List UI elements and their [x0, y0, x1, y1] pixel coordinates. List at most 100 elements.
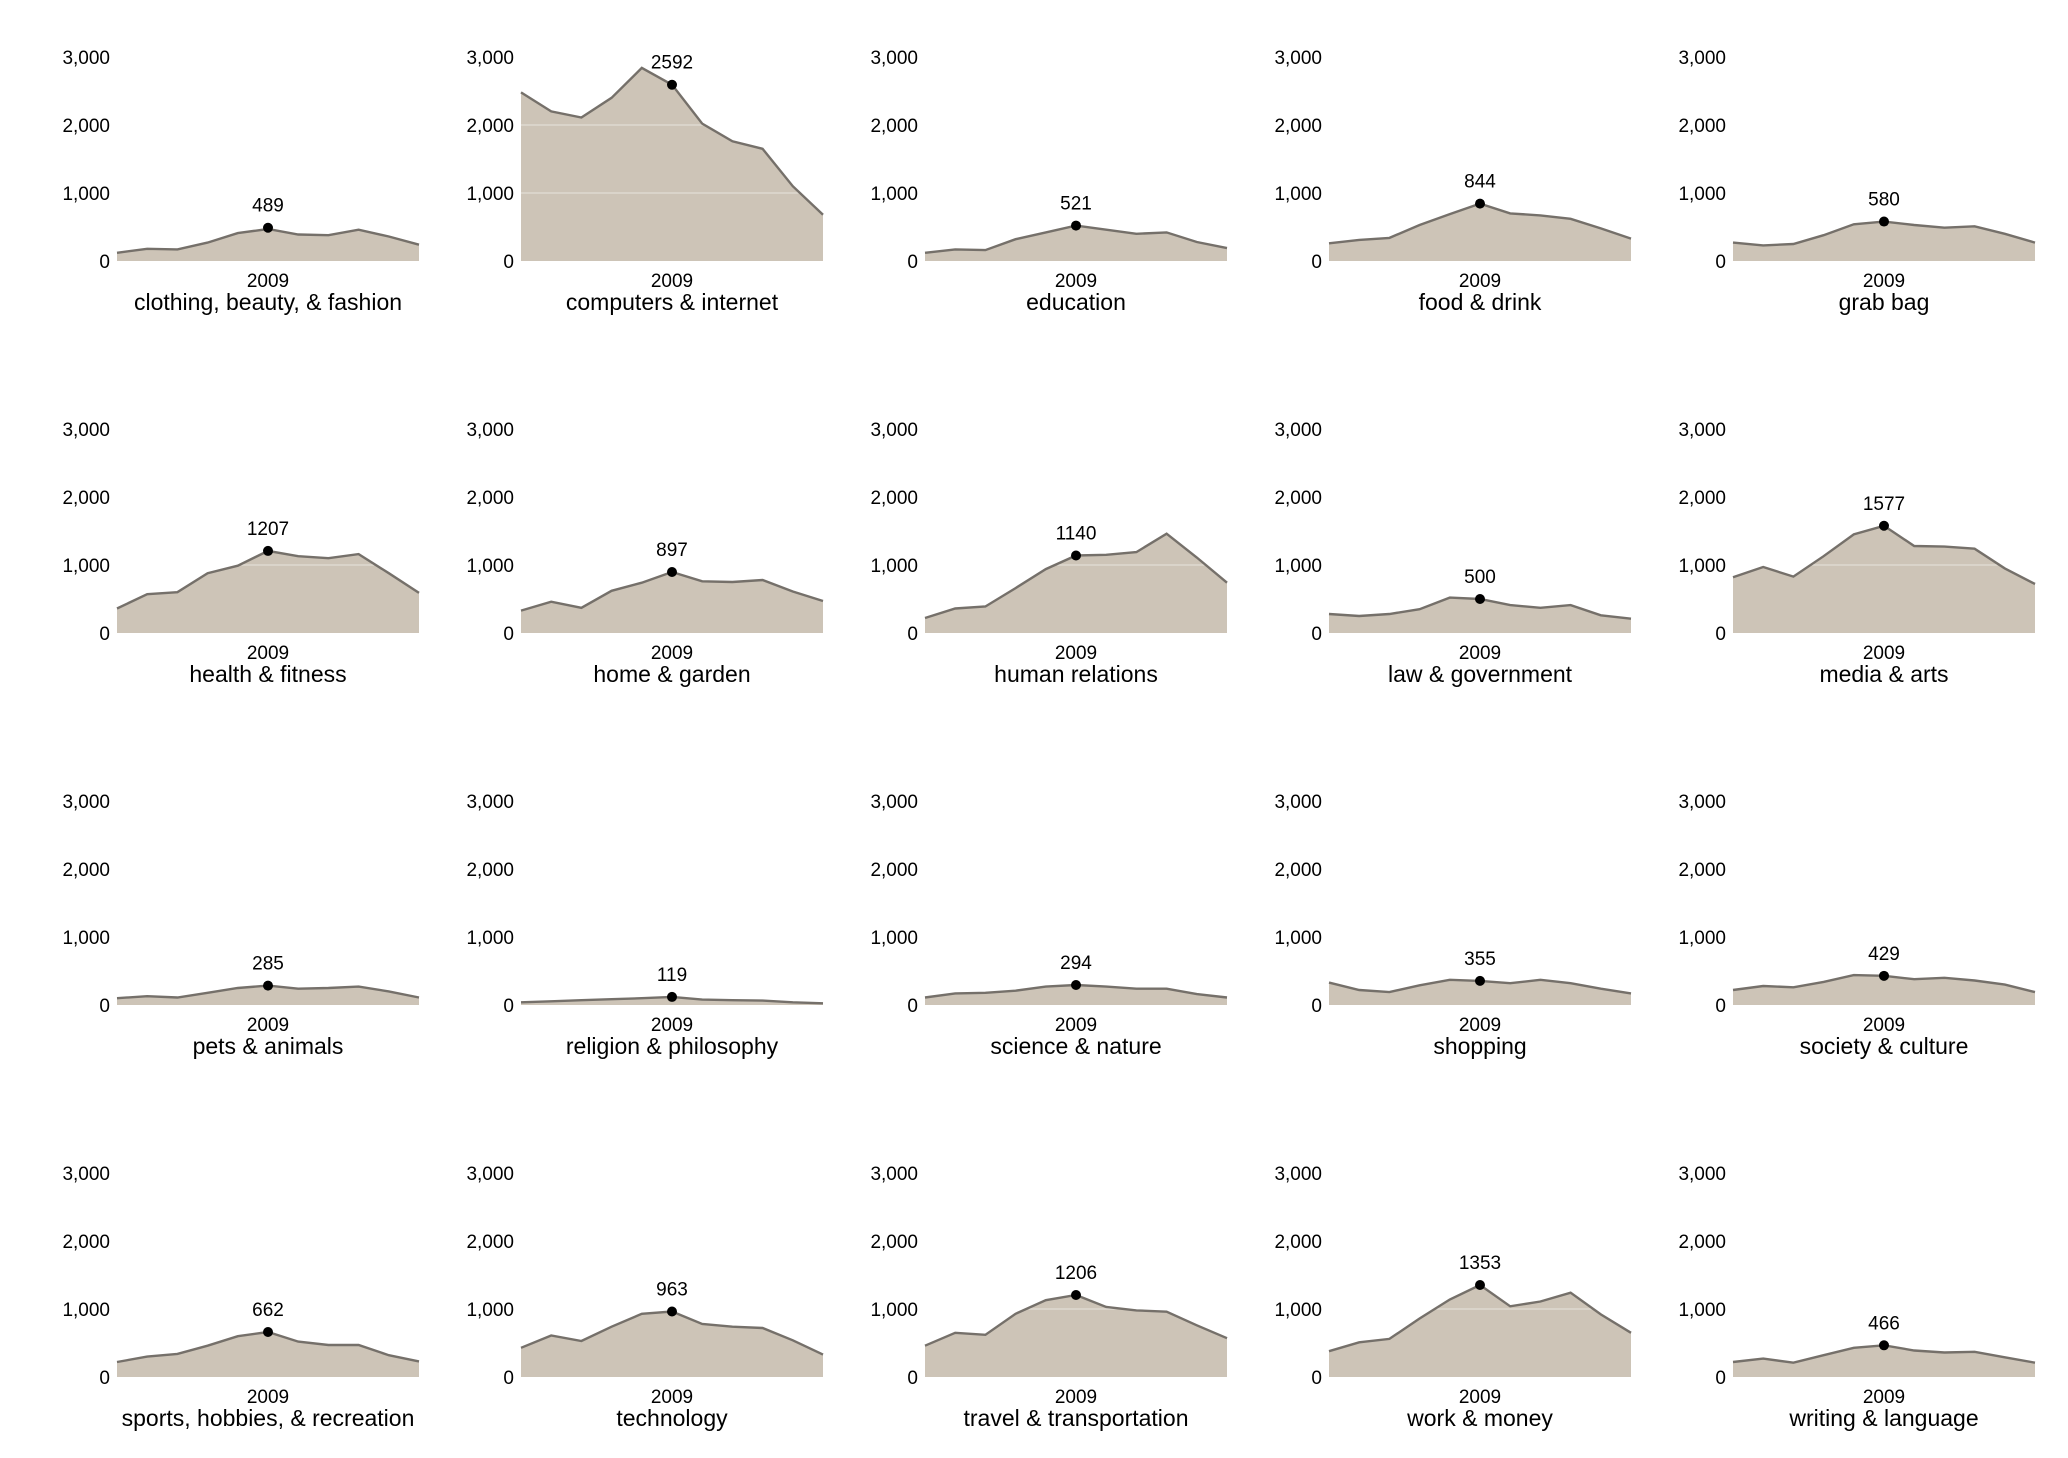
x-year-label: 2009 [1863, 1015, 1905, 1036]
x-year-label: 2009 [1459, 271, 1501, 292]
highlight-point [1475, 594, 1485, 604]
highlight-value-label: 285 [252, 954, 284, 975]
highlight-value-label: 844 [1464, 172, 1496, 193]
x-year-label: 2009 [1055, 1015, 1097, 1036]
x-year-label: 2009 [651, 643, 693, 664]
y-tick-label: 1,000 [1678, 184, 1726, 205]
category-title: grab bag [1839, 289, 1930, 315]
category-title: science & nature [990, 1033, 1161, 1059]
highlight-point [1071, 550, 1081, 561]
y-tick-label: 3,000 [1678, 48, 1726, 69]
y-tick-label: 1,000 [62, 1300, 110, 1321]
x-year-label: 2009 [1459, 1387, 1501, 1408]
y-tick-label: 3,000 [62, 792, 110, 813]
highlight-point [1475, 975, 1485, 986]
area-fill [1733, 525, 2035, 633]
category-title: work & money [1406, 1405, 1553, 1431]
x-year-label: 2009 [247, 643, 289, 664]
highlight-point [1879, 1340, 1889, 1351]
category-title: home & garden [593, 661, 750, 687]
highlight-value-label: 2592 [651, 53, 693, 74]
y-tick-label: 0 [1715, 1368, 1726, 1389]
y-tick-label: 3,000 [466, 1164, 514, 1185]
y-tick-label: 3,000 [62, 420, 110, 441]
area-fill [1329, 203, 1631, 261]
y-tick-label: 2,000 [1678, 116, 1726, 137]
category-title: law & government [1388, 661, 1573, 687]
y-tick-label: 0 [1715, 252, 1726, 273]
area-fill [521, 572, 823, 633]
highlight-point [667, 79, 677, 90]
highlight-point [1071, 1289, 1081, 1300]
highlight-value-label: 521 [1060, 194, 1092, 215]
y-tick-label: 0 [907, 252, 918, 273]
y-tick-label: 3,000 [62, 48, 110, 69]
y-tick-label: 2,000 [870, 488, 918, 509]
highlight-value-label: 662 [252, 1300, 284, 1321]
y-tick-label: 3,000 [870, 48, 918, 69]
x-year-label: 2009 [1863, 643, 1905, 664]
x-year-label: 2009 [1055, 643, 1097, 664]
y-tick-label: 1,000 [1678, 928, 1726, 949]
area-fill [521, 67, 823, 262]
highlight-point [667, 1306, 677, 1317]
y-tick-label: 0 [1311, 624, 1322, 645]
x-year-label: 2009 [1459, 1015, 1501, 1036]
category-title: education [1026, 289, 1126, 315]
highlight-point [1879, 216, 1889, 227]
highlight-value-label: 897 [656, 540, 688, 561]
y-tick-label: 2,000 [1274, 488, 1322, 509]
y-tick-label: 3,000 [1274, 792, 1322, 813]
area-fill [1329, 597, 1631, 633]
highlight-point [1071, 980, 1081, 991]
y-tick-label: 0 [1311, 996, 1322, 1017]
category-title: sports, hobbies, & recreation [122, 1405, 415, 1431]
x-year-label: 2009 [1055, 1387, 1097, 1408]
x-year-label: 2009 [1055, 271, 1097, 292]
highlight-value-label: 500 [1464, 567, 1496, 588]
x-year-label: 2009 [1459, 643, 1501, 664]
y-tick-label: 2,000 [466, 860, 514, 881]
x-year-label: 2009 [247, 1015, 289, 1036]
highlight-point [263, 1326, 273, 1337]
y-tick-label: 3,000 [1274, 48, 1322, 69]
category-title: technology [616, 1405, 728, 1431]
category-title: human relations [994, 661, 1158, 687]
y-tick-label: 0 [99, 624, 110, 645]
y-tick-label: 0 [503, 252, 514, 273]
y-tick-label: 2,000 [870, 1232, 918, 1253]
highlight-value-label: 1140 [1056, 523, 1097, 544]
area-fill [117, 550, 419, 633]
highlight-value-label: 1206 [1055, 1263, 1097, 1284]
y-tick-label: 0 [503, 1368, 514, 1389]
y-tick-label: 2,000 [466, 1232, 514, 1253]
y-tick-label: 0 [1715, 996, 1726, 1017]
category-title: writing & language [1788, 1405, 1978, 1431]
category-title: society & culture [1800, 1033, 1969, 1059]
y-tick-label: 3,000 [1678, 792, 1726, 813]
y-tick-label: 2,000 [62, 488, 110, 509]
category-title: media & arts [1819, 661, 1948, 687]
area-fill [1329, 1285, 1631, 1377]
y-tick-label: 1,000 [870, 556, 918, 577]
area-fill [1733, 221, 2035, 261]
y-tick-label: 2,000 [62, 1232, 110, 1253]
y-tick-label: 1,000 [62, 184, 110, 205]
y-tick-label: 1,000 [1274, 556, 1322, 577]
category-title: food & drink [1419, 289, 1542, 315]
x-year-label: 2009 [247, 271, 289, 292]
y-tick-label: 0 [907, 624, 918, 645]
highlight-value-label: 429 [1868, 944, 1900, 965]
y-tick-label: 0 [1311, 1368, 1322, 1389]
